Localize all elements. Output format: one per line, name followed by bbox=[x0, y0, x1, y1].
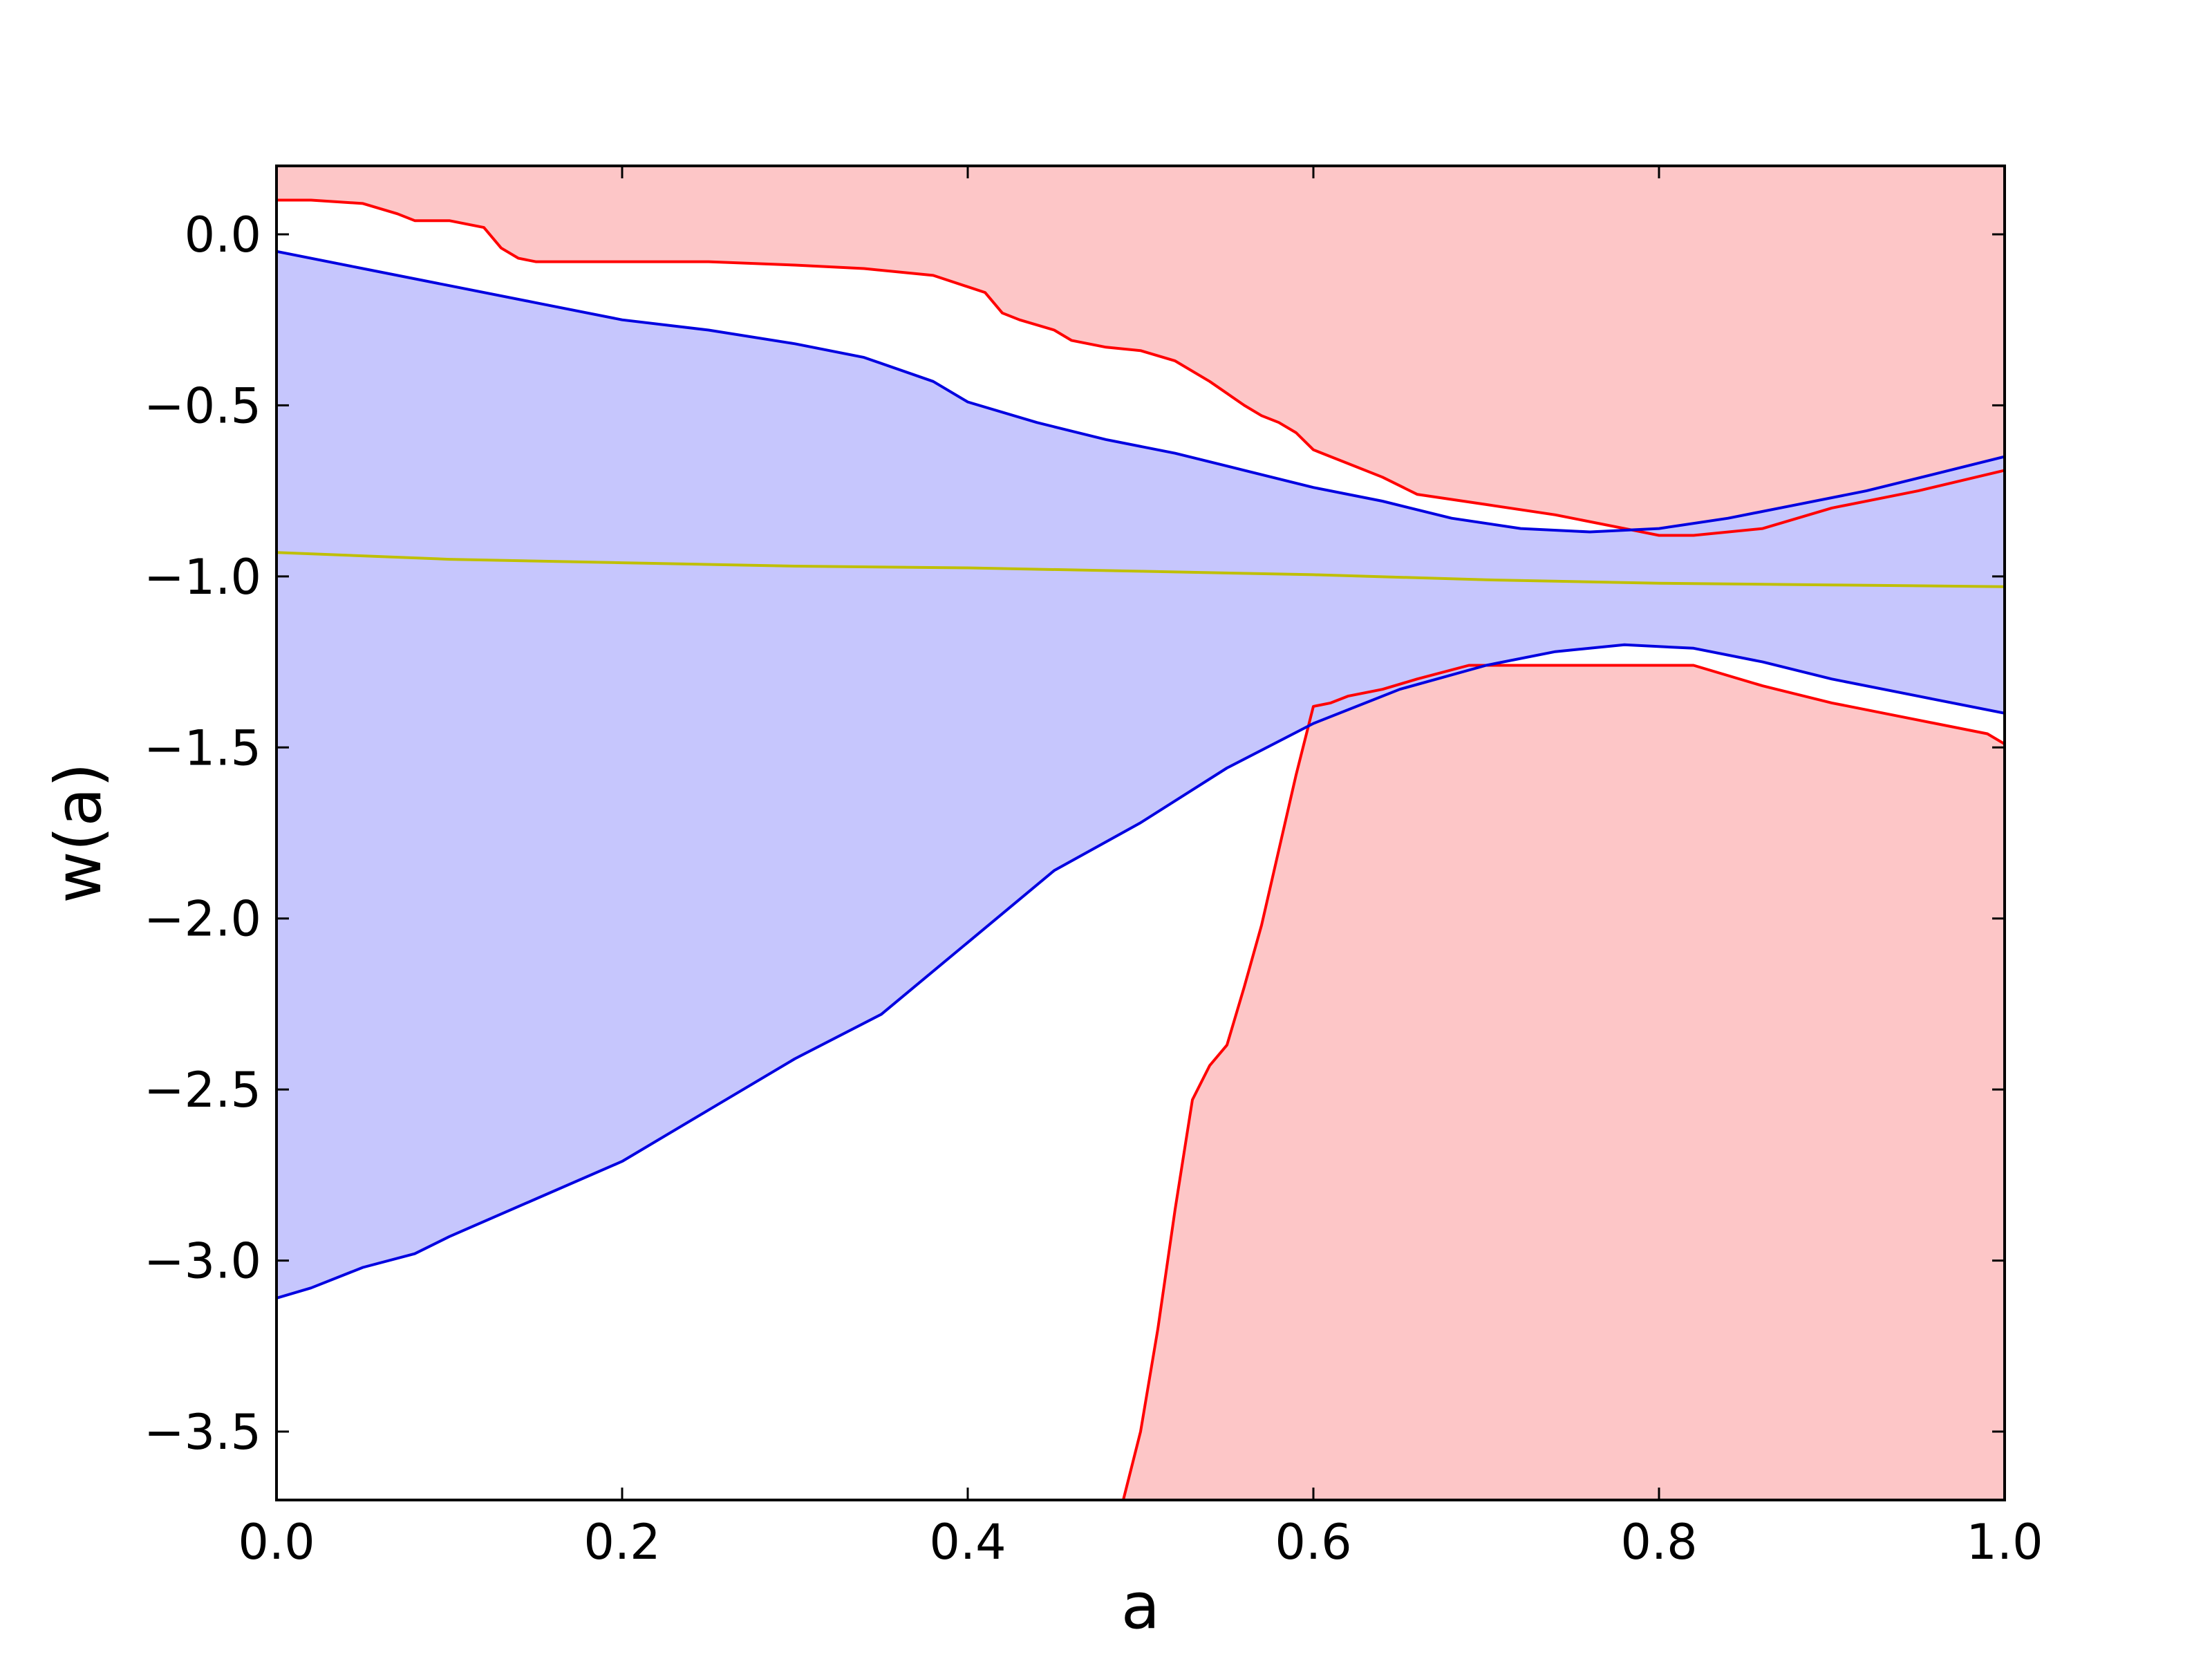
y-tick-label: −3.0 bbox=[144, 1233, 261, 1290]
y-tick-label: −1.0 bbox=[144, 549, 261, 606]
y-tick-label: −0.5 bbox=[144, 377, 261, 434]
plot-area bbox=[276, 166, 2005, 1500]
red-region-upper bbox=[276, 166, 2005, 536]
y-tick-label: −3.5 bbox=[144, 1404, 261, 1461]
x-tick-label: 0.0 bbox=[238, 1514, 315, 1571]
blue-upper-line bbox=[276, 250, 2005, 534]
y-tick-label: −1.5 bbox=[144, 720, 261, 776]
x-tick-label: 0.2 bbox=[583, 1514, 660, 1571]
red-upper-line bbox=[276, 198, 2005, 537]
blue-lower-line bbox=[276, 643, 2005, 1300]
red-region-lower bbox=[1123, 665, 2005, 1500]
x-axis-label: a bbox=[1121, 1569, 1160, 1643]
y-axis-label: w(a) bbox=[41, 762, 115, 903]
blue-band bbox=[276, 251, 2005, 1299]
x-tick-label: 1.0 bbox=[1966, 1514, 2043, 1571]
red-lower-line bbox=[1122, 664, 2005, 1500]
x-tick-label: 0.6 bbox=[1275, 1514, 1351, 1571]
mean-line bbox=[276, 551, 2005, 588]
y-tick-label: 0.0 bbox=[185, 207, 261, 263]
x-tick-label: 0.4 bbox=[929, 1514, 1006, 1571]
plot-frame bbox=[275, 165, 2006, 1501]
ticks: 0.0 0.2 0.4 0.6 0.8 1.0 0.0 −0.5 −1.0 −1.5 −2.0 −2.… bbox=[144, 166, 2043, 1571]
y-tick-label: −2.0 bbox=[144, 891, 261, 948]
x-tick-label: 0.8 bbox=[1620, 1514, 1697, 1571]
y-tick-label: −2.5 bbox=[144, 1062, 261, 1118]
